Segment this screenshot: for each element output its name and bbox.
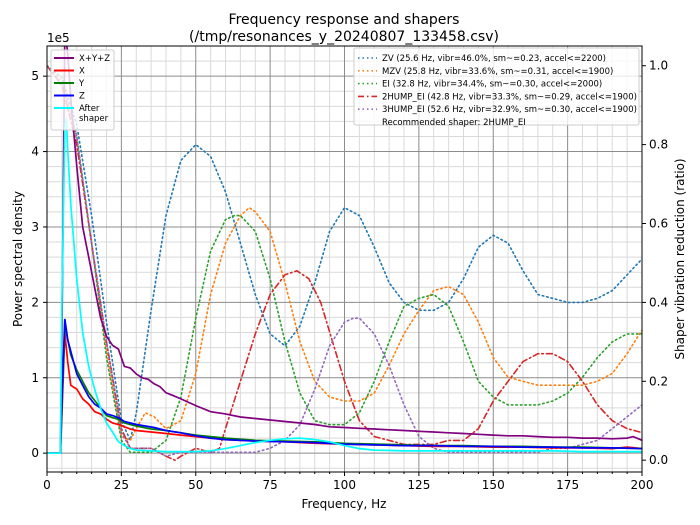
psd-line-z <box>47 318 642 455</box>
legend-left-label: Y <box>78 79 85 89</box>
x-tick-label: 0 <box>43 478 51 492</box>
legend-left-label: Z <box>79 92 85 102</box>
x-tick-label: 50 <box>188 478 203 492</box>
y2-tick-label: 0.4 <box>649 295 668 309</box>
y-offset-label: 1e5 <box>47 31 70 45</box>
legend-right: ZV (25.6 Hz, vibr=46.0%, sm~=0.23, accel… <box>353 47 640 128</box>
psd-line-after-shaper <box>47 117 642 455</box>
x-axis-label: Frequency, Hz <box>302 497 387 511</box>
y-tick-label: 1 <box>31 371 39 385</box>
x-tick-label: 100 <box>333 478 356 492</box>
y2-tick-label: 0.2 <box>649 374 668 388</box>
y2-axis-label: Shaper vibration reduction (ratio) <box>673 158 687 359</box>
y-tick-label: 3 <box>31 220 39 234</box>
x-tick-label: 200 <box>631 478 654 492</box>
legend-left-label: X+Y+Z <box>79 54 110 64</box>
legend-right-box <box>353 47 640 126</box>
y-tick-label: 2 <box>31 295 39 309</box>
y2-tick-label: 0.6 <box>649 217 668 231</box>
y2-tick-label: 1.0 <box>649 59 668 73</box>
legend-left-label: After <box>79 104 100 114</box>
axes: 0 25 50 75 100 125 150 175 200 0 1 2 3 4 5 0.0 0.2 0.4 0.6… <box>31 59 668 492</box>
shaper-line-ei <box>47 64 642 454</box>
legend-left-label: X <box>79 67 85 77</box>
chart-title: Frequency response and shapers <box>229 12 460 28</box>
chart-subtitle: (/tmp/resonances_y_20240807_133458.csv) <box>189 29 499 45</box>
legend-right-label: 2HUMP_EI (42.8 Hz, vibr=33.3%, sm~=0.29,… <box>382 92 637 102</box>
shaper-line-3hump-ei <box>47 64 642 458</box>
legend-right-label: EI (32.8 Hz, vibr=34.4%, sm~=0.30, accel… <box>382 80 602 90</box>
shaper-line-zv <box>47 64 642 443</box>
x-tick-label: 25 <box>114 478 129 492</box>
legend-left-label: shaper <box>79 114 109 124</box>
y-tick-label: 0 <box>31 446 39 460</box>
legend-right-label: 3HUMP_EI (52.6 Hz, vibr=32.9%, sm~=0.30,… <box>382 105 637 115</box>
plot-area <box>47 46 642 462</box>
x-tick-label: 125 <box>407 478 430 492</box>
psd-line-x-y-z <box>47 46 642 455</box>
y-tick-label: 4 <box>31 145 39 159</box>
legend-right-label: ZV (25.6 Hz, vibr=46.0%, sm~=0.23, accel… <box>382 54 606 64</box>
legend-recommended-shaper: Recommended shaper: 2HUMP_EI <box>382 118 526 128</box>
x-tick-label: 175 <box>556 478 579 492</box>
x-tick-label: 150 <box>482 478 505 492</box>
legend-right-label: MZV (25.8 Hz, vibr=33.6%, sm~=0.31, acce… <box>382 67 613 77</box>
y-tick-label: 5 <box>31 69 39 83</box>
y2-tick-label: 0.0 <box>649 453 668 467</box>
y2-tick-label: 0.8 <box>649 138 668 152</box>
x-tick-label: 75 <box>262 478 277 492</box>
y-axis-label: Power spectral density <box>11 191 25 327</box>
